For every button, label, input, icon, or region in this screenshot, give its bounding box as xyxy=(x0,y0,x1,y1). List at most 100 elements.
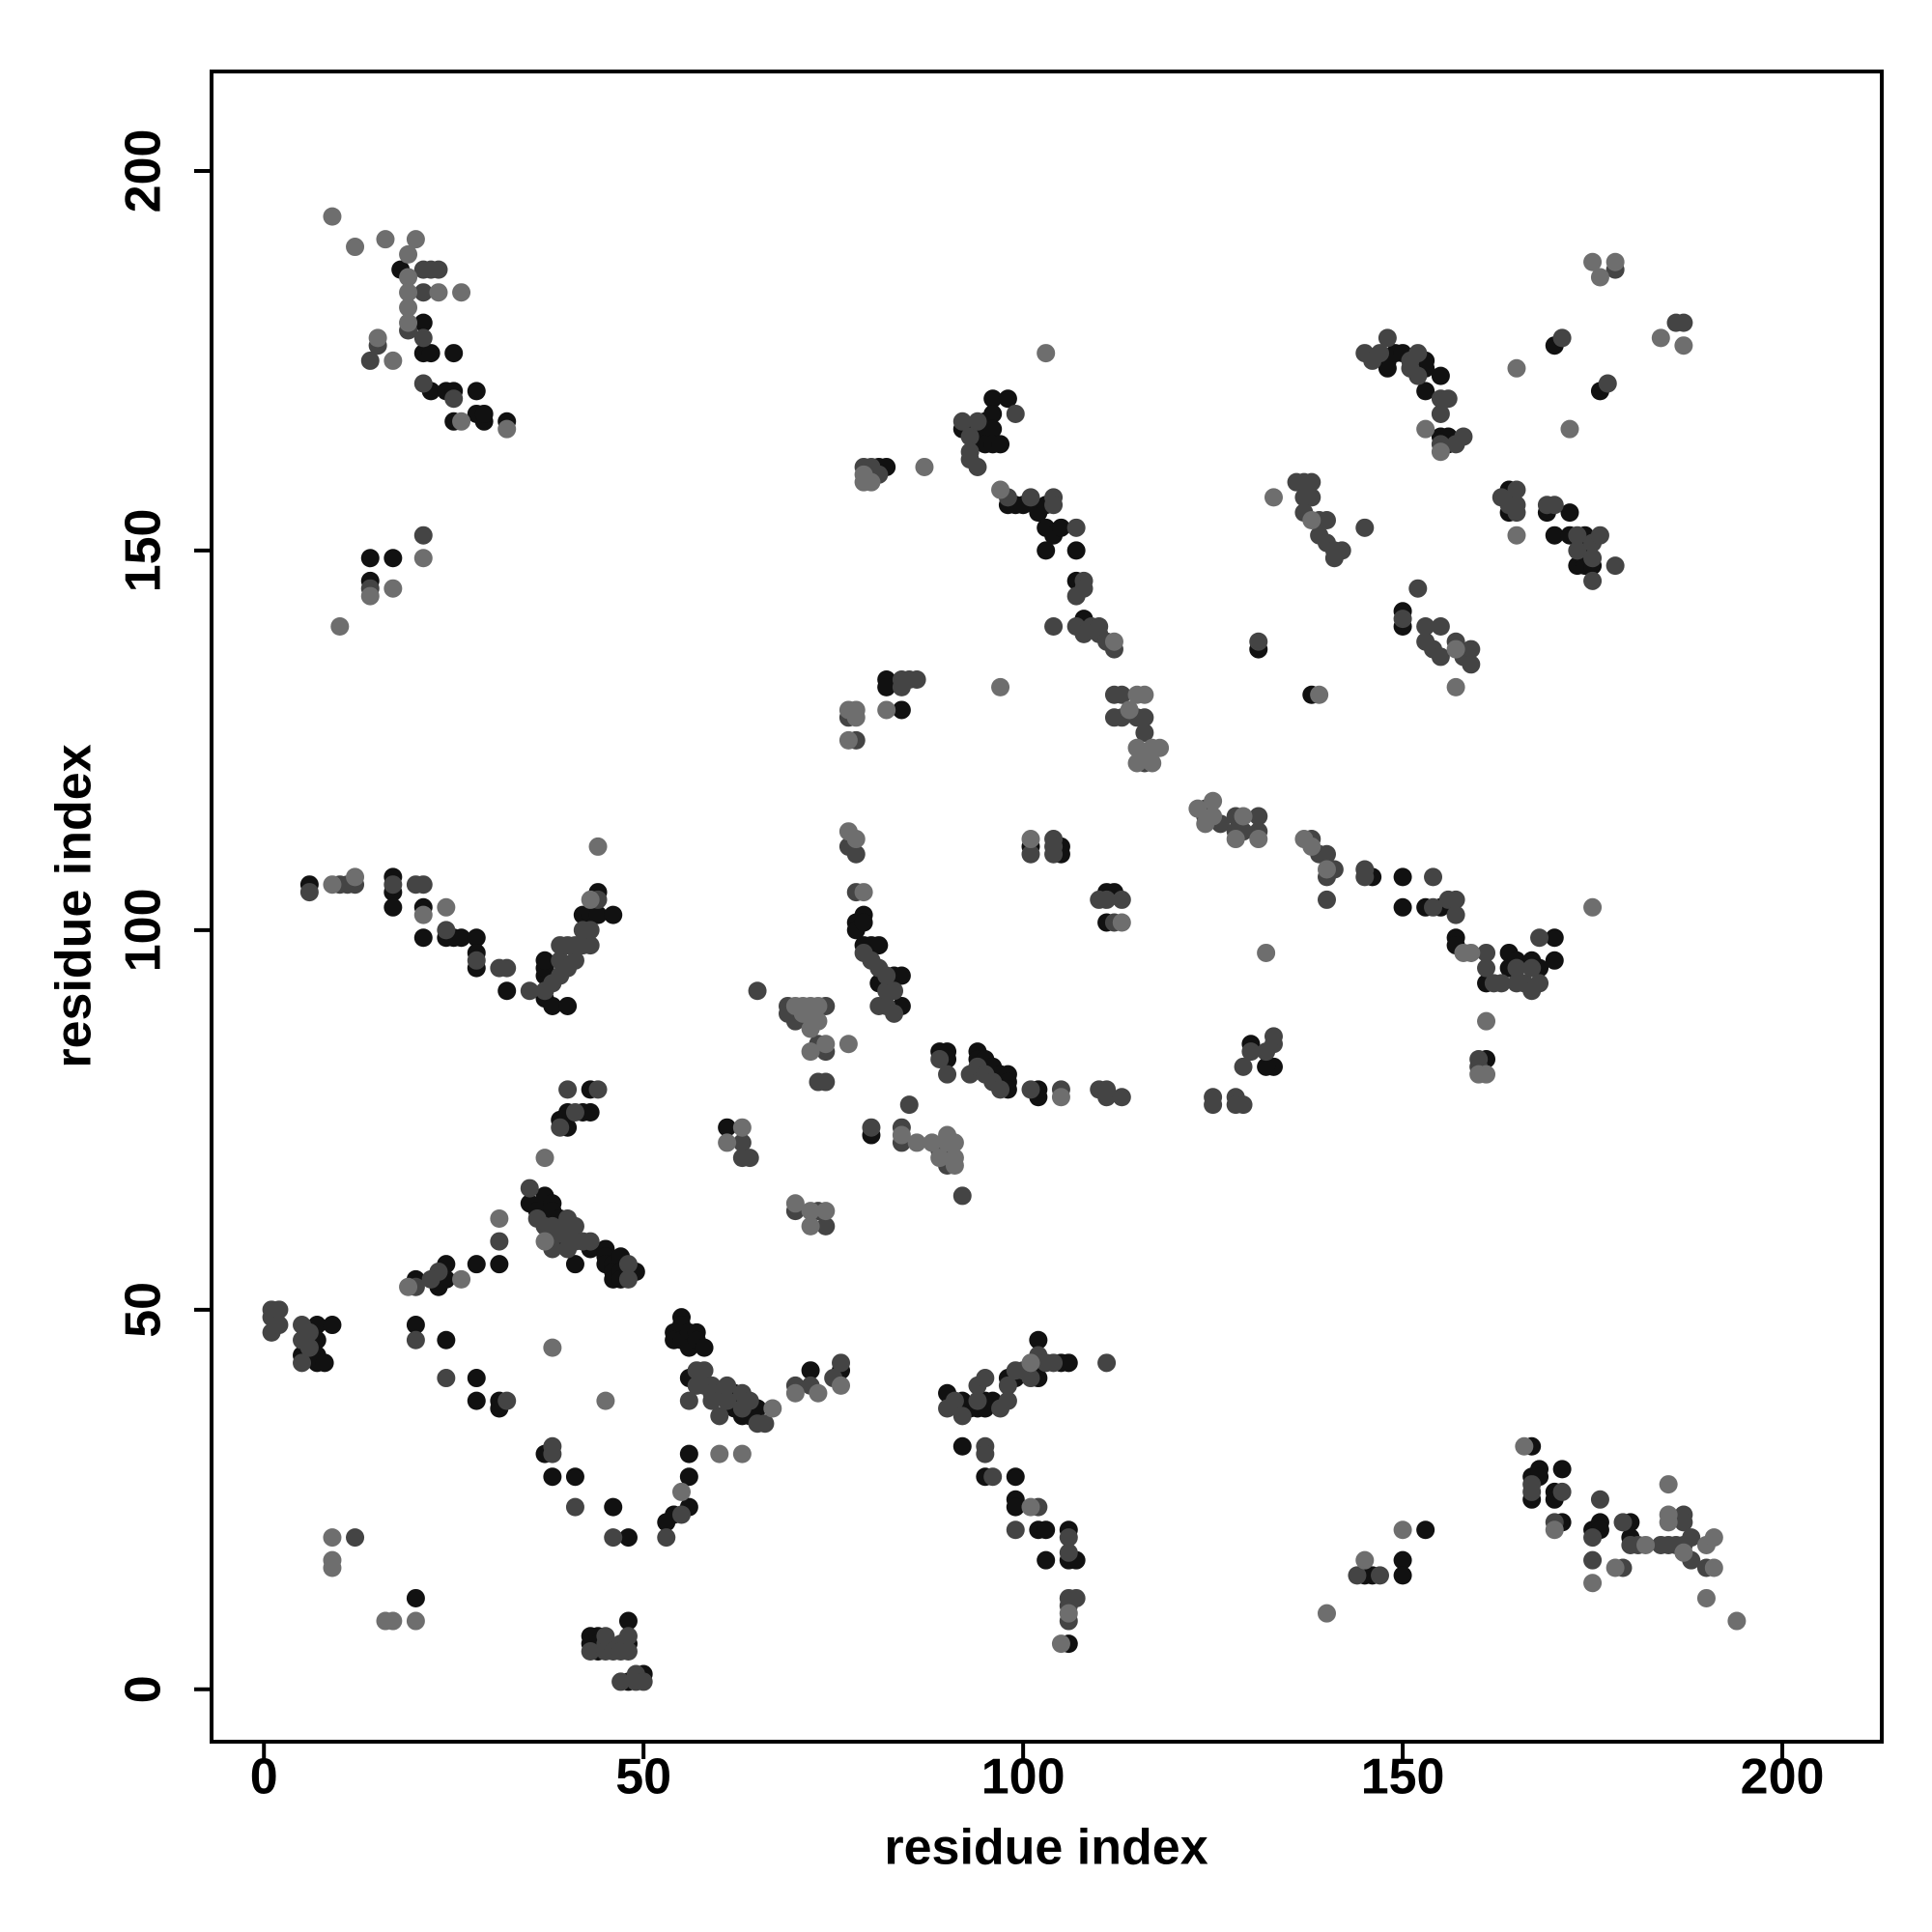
contact-point xyxy=(907,670,926,690)
contact-point xyxy=(899,1095,919,1115)
contact-point xyxy=(384,549,403,568)
contact-point xyxy=(467,382,486,401)
contact-point xyxy=(1135,708,1154,727)
contact-point xyxy=(976,1369,995,1388)
contact-point xyxy=(452,1269,471,1289)
contact-point xyxy=(976,1444,995,1463)
contact-point xyxy=(968,457,987,476)
contact-point xyxy=(604,905,623,924)
contact-point xyxy=(1264,488,1283,507)
contact-point xyxy=(838,1035,858,1054)
contact-point xyxy=(604,1497,623,1517)
contact-point xyxy=(1393,897,1412,917)
contact-point xyxy=(413,374,433,393)
contact-point xyxy=(399,244,418,264)
contact-point xyxy=(588,905,608,924)
contact-point xyxy=(399,313,418,332)
contact-point xyxy=(718,1133,737,1152)
contact-point xyxy=(581,1232,600,1251)
contact-point xyxy=(1226,830,1245,849)
contact-point xyxy=(299,883,319,902)
contact-point xyxy=(1583,897,1603,917)
contact-point xyxy=(1704,1528,1723,1548)
contact-point xyxy=(748,981,767,1001)
contact-point xyxy=(1636,1535,1656,1554)
contact-point xyxy=(945,1155,964,1175)
contact-point xyxy=(1507,358,1526,378)
contact-point xyxy=(1446,677,1465,696)
contact-point xyxy=(1446,639,1465,659)
contact-point xyxy=(657,1528,676,1548)
contact-point xyxy=(1431,366,1450,385)
contact-point xyxy=(1674,1543,1693,1562)
contact-point xyxy=(413,526,433,545)
contact-point xyxy=(429,260,448,279)
contact-point xyxy=(952,412,972,431)
contact-point xyxy=(1021,1497,1040,1517)
contact-point xyxy=(1143,738,1162,757)
contact-point xyxy=(299,1338,319,1357)
x-tick-label: 50 xyxy=(615,1749,671,1805)
contact-point xyxy=(732,1118,752,1137)
contact-point xyxy=(1605,1558,1625,1577)
contact-point xyxy=(437,1369,456,1388)
contact-point xyxy=(535,1232,554,1251)
contact-point xyxy=(862,472,881,492)
contact-point xyxy=(846,708,866,727)
contact-point xyxy=(1249,807,1268,826)
contact-point xyxy=(1204,1095,1223,1115)
contact-point xyxy=(1234,807,1253,826)
contact-point xyxy=(885,1004,904,1023)
contact-point xyxy=(892,966,911,985)
contact-point xyxy=(1408,344,1428,363)
contact-point xyxy=(497,1391,517,1410)
contact-point xyxy=(1477,943,1496,962)
contact-point xyxy=(490,1232,509,1251)
contact-point xyxy=(413,313,433,332)
contact-point xyxy=(406,1316,425,1335)
contact-point xyxy=(474,404,494,423)
contact-point xyxy=(732,1444,752,1463)
contact-point xyxy=(930,1049,950,1068)
contact-point xyxy=(1545,928,1564,948)
contact-point xyxy=(1090,616,1109,636)
contact-point xyxy=(1507,958,1526,978)
contact-point xyxy=(998,1391,1017,1410)
contact-point xyxy=(1120,700,1139,720)
contact-point xyxy=(1393,1520,1412,1540)
contact-point xyxy=(1431,404,1450,423)
contact-point xyxy=(960,427,980,446)
contact-point xyxy=(1021,488,1040,507)
contact-point xyxy=(543,996,562,1015)
contact-point xyxy=(1059,1604,1078,1623)
contact-point xyxy=(270,1316,289,1335)
contact-point xyxy=(1674,336,1693,355)
contact-point xyxy=(671,1482,691,1501)
contact-point xyxy=(832,1353,851,1373)
contact-point xyxy=(413,549,433,568)
contact-point xyxy=(1552,1460,1572,1479)
contact-point xyxy=(413,875,433,895)
contact-point xyxy=(1257,943,1276,962)
contact-point xyxy=(1302,472,1321,492)
contact-point xyxy=(270,1300,289,1320)
contact-point xyxy=(406,1611,425,1631)
contact-point xyxy=(565,1497,584,1517)
contact-point xyxy=(785,1383,805,1403)
contact-point xyxy=(991,1080,1010,1099)
contact-point xyxy=(952,1436,972,1456)
contact-point xyxy=(558,1080,578,1099)
contact-point xyxy=(1416,616,1435,636)
contact-point xyxy=(740,1149,759,1168)
contact-point xyxy=(1438,389,1458,409)
contact-point xyxy=(413,328,433,348)
y-tick-label: 100 xyxy=(116,888,172,972)
contact-point xyxy=(384,351,403,370)
contact-point xyxy=(755,1414,775,1434)
contact-point xyxy=(945,1133,964,1152)
contact-point xyxy=(429,283,448,302)
contact-point xyxy=(1462,639,1481,659)
contact-point xyxy=(588,1080,608,1099)
x-tick-label: 0 xyxy=(250,1749,278,1805)
contact-point xyxy=(718,1391,737,1410)
